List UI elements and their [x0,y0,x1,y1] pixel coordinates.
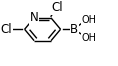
Text: N: N [30,11,38,24]
Text: B: B [70,23,78,36]
Text: OH: OH [82,33,97,43]
Text: Cl: Cl [51,1,63,14]
Text: Cl: Cl [1,23,12,36]
Text: OH: OH [82,15,97,25]
